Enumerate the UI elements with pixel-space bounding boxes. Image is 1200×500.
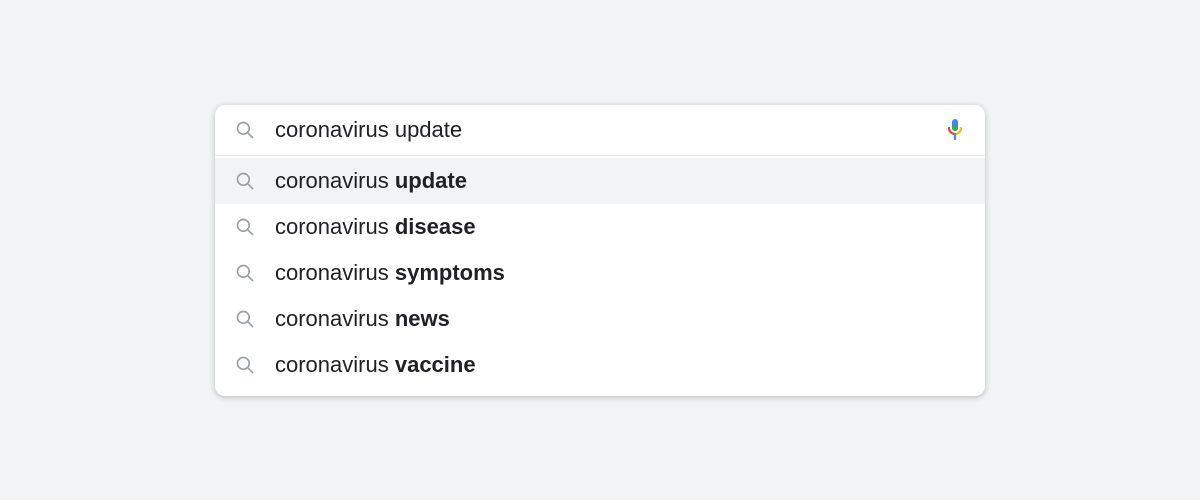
suggestion-prefix: coronavirus <box>275 306 395 331</box>
microphone-icon[interactable] <box>943 118 967 142</box>
search-autocomplete-container: coronavirus updatecoronavirus diseasecor… <box>215 105 985 396</box>
suggestion-completion: symptoms <box>395 260 505 285</box>
suggestion-completion: vaccine <box>395 352 476 377</box>
search-input[interactable] <box>275 117 925 143</box>
suggestion-item[interactable]: coronavirus disease <box>215 204 985 250</box>
suggestion-text: coronavirus disease <box>275 214 476 240</box>
search-input-row <box>215 105 985 156</box>
suggestion-prefix: coronavirus <box>275 260 395 285</box>
search-icon <box>233 307 257 331</box>
suggestion-item[interactable]: coronavirus vaccine <box>215 342 985 388</box>
suggestion-prefix: coronavirus <box>275 168 395 193</box>
suggestion-prefix: coronavirus <box>275 352 395 377</box>
suggestion-text: coronavirus update <box>275 168 467 194</box>
search-icon <box>233 118 257 142</box>
suggestion-text: coronavirus news <box>275 306 450 332</box>
search-icon <box>233 261 257 285</box>
suggestion-item[interactable]: coronavirus update <box>215 158 985 204</box>
suggestion-completion: disease <box>395 214 476 239</box>
search-icon <box>233 215 257 239</box>
suggestion-item[interactable]: coronavirus news <box>215 296 985 342</box>
suggestion-text: coronavirus vaccine <box>275 352 476 378</box>
suggestions-list: coronavirus updatecoronavirus diseasecor… <box>215 156 985 396</box>
suggestion-completion: news <box>395 306 450 331</box>
suggestion-prefix: coronavirus <box>275 214 395 239</box>
search-icon <box>233 169 257 193</box>
search-icon <box>233 353 257 377</box>
suggestion-text: coronavirus symptoms <box>275 260 505 286</box>
suggestion-item[interactable]: coronavirus symptoms <box>215 250 985 296</box>
suggestion-completion: update <box>395 168 467 193</box>
